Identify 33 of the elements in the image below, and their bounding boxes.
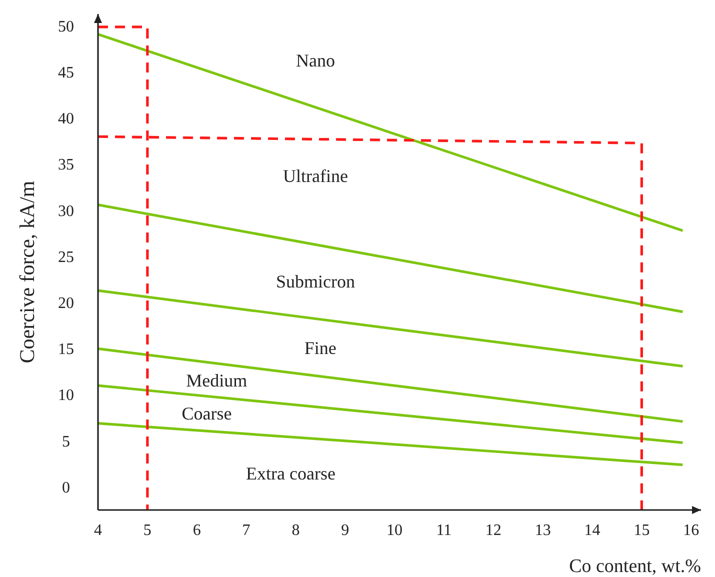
x-tick-label: 4 — [94, 522, 102, 539]
y-tick-label: 50 — [58, 18, 74, 36]
annotation: Extra coarse — [246, 464, 336, 484]
x-tick-label: 5 — [143, 522, 152, 539]
x-tick-label: 10 — [386, 522, 403, 539]
y-tick-label: 35 — [58, 156, 74, 174]
y-tick-label: 45 — [58, 64, 74, 82]
y-tick-label: 10 — [58, 387, 74, 404]
y-tick-label: 15 — [58, 341, 74, 358]
x-tick-label: 14 — [584, 522, 600, 539]
x-tick-label: 13 — [534, 522, 551, 539]
annotation: Ultrafine — [282, 166, 348, 186]
x-tick-label: 9 — [341, 522, 350, 539]
x-tick-label: 7 — [242, 522, 250, 539]
x-tick-label: 6 — [192, 522, 201, 539]
annotation: Medium — [186, 370, 248, 390]
y-tick-label: 30 — [58, 202, 74, 220]
y-tick-label: 25 — [58, 248, 74, 266]
x-tick-label: 11 — [436, 522, 452, 539]
y-tick-label: 20 — [58, 294, 74, 312]
x-tick-label: 8 — [292, 522, 300, 539]
x-tick-label: 12 — [485, 522, 502, 539]
annotation: Nano — [296, 50, 335, 71]
annotation: Fine — [304, 338, 336, 358]
x-axis-title: Co content, wt.% — [569, 556, 702, 577]
x-tick-label: 16 — [683, 522, 700, 539]
x-tick-label: 15 — [634, 522, 650, 539]
y-tick-label: 5 — [62, 433, 70, 450]
y-tick-label: 0 — [62, 479, 70, 496]
annotation: Submicron — [276, 272, 355, 292]
y-axis-title: Coercive force, kA/m — [15, 180, 39, 364]
annotation: Coarse — [182, 404, 232, 424]
y-tick-label: 40 — [58, 110, 74, 128]
